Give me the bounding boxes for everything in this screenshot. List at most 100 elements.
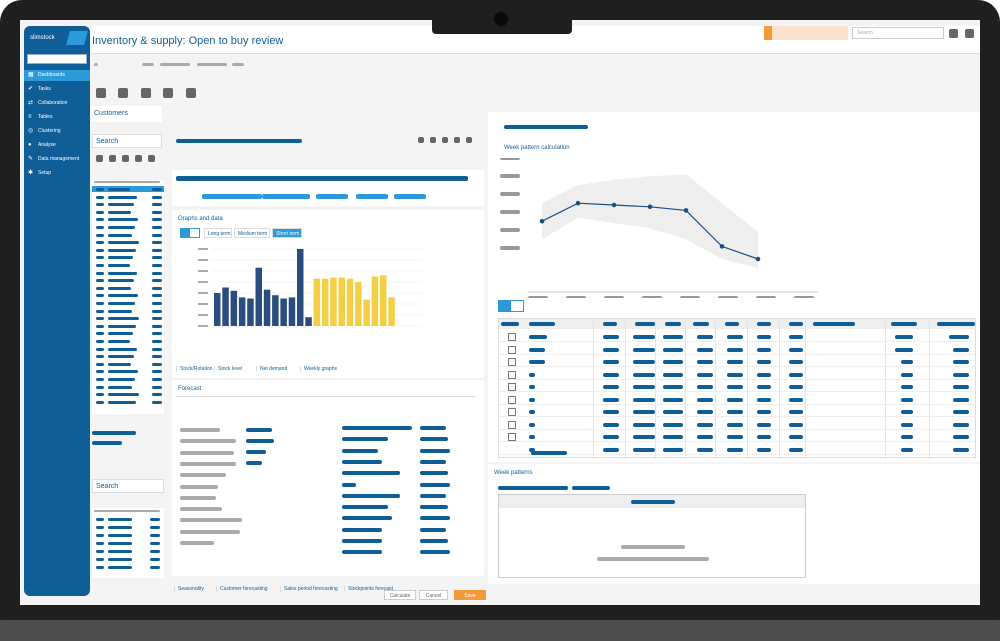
table-column-header[interactable] xyxy=(529,322,555,326)
panel-action-button[interactable] xyxy=(454,137,460,143)
panel-action-button[interactable] xyxy=(418,137,424,143)
view-toggle[interactable] xyxy=(180,228,200,238)
table-column-header[interactable] xyxy=(693,322,709,326)
pattern-tab[interactable] xyxy=(572,486,610,490)
link-customer-forecasting[interactable]: Customer forecasting xyxy=(216,586,268,592)
row-checkbox[interactable] xyxy=(508,333,516,341)
filter-button[interactable] xyxy=(135,155,142,162)
bar[interactable] xyxy=(330,277,337,326)
sidebar-item-clustering[interactable]: ◎ Clustering xyxy=(24,126,90,137)
bar[interactable] xyxy=(305,317,312,326)
bar[interactable] xyxy=(363,299,370,326)
user-icon[interactable] xyxy=(949,29,958,38)
bar[interactable] xyxy=(313,278,321,326)
sidebar-item-analyse[interactable]: ● Analyse xyxy=(24,140,90,151)
toolbar-button[interactable] xyxy=(163,88,173,98)
toolbar-button[interactable] xyxy=(141,88,151,98)
bar[interactable] xyxy=(280,298,287,327)
search-input[interactable]: Search xyxy=(92,134,162,148)
sidebar-item-collaboration[interactable]: ⇄ Collaboration xyxy=(24,98,90,109)
breadcrumb-item[interactable] xyxy=(142,63,154,66)
bar[interactable] xyxy=(288,297,296,326)
sidebar-item-tables[interactable]: ≡ Tables xyxy=(24,112,90,123)
bar[interactable] xyxy=(272,295,279,326)
sidebar-search-input[interactable] xyxy=(27,54,87,64)
row-checkbox[interactable] xyxy=(508,358,516,366)
filter-button[interactable] xyxy=(148,155,155,162)
tab-net-demand[interactable]: Net demand xyxy=(256,366,287,372)
filter-pill[interactable] xyxy=(262,194,310,199)
sidebar-item-data-management[interactable]: ✎ Data management xyxy=(24,154,90,165)
search-input-2[interactable]: Search xyxy=(92,479,164,493)
filter-button[interactable] xyxy=(122,155,129,162)
panel-action-button[interactable] xyxy=(442,137,448,143)
row-checkbox[interactable] xyxy=(508,370,516,379)
tab-short-term[interactable]: Short term xyxy=(272,228,302,238)
breadcrumb-item[interactable] xyxy=(160,63,190,66)
bar[interactable] xyxy=(338,277,346,326)
filter-pill[interactable] xyxy=(316,194,348,199)
table-column-header[interactable] xyxy=(891,322,917,326)
bar[interactable] xyxy=(238,297,246,326)
row-checkbox[interactable] xyxy=(508,420,516,429)
calculate-button[interactable]: Calculate xyxy=(384,590,416,600)
bar[interactable] xyxy=(321,278,329,326)
row-checkbox[interactable] xyxy=(508,408,516,416)
sidebar-item-tasks[interactable]: ✔ Tasks xyxy=(24,84,90,95)
table-column-header[interactable] xyxy=(813,322,855,326)
table-column-header[interactable] xyxy=(665,322,681,326)
filter-pill[interactable] xyxy=(394,194,426,199)
tab-medium-term[interactable]: Medium term xyxy=(234,228,270,238)
bar[interactable] xyxy=(263,289,271,326)
row-checkbox[interactable] xyxy=(508,433,516,441)
menu-icon[interactable] xyxy=(965,29,974,38)
table-column-header[interactable] xyxy=(789,322,803,326)
bar[interactable] xyxy=(388,297,395,326)
table-column-header[interactable] xyxy=(635,322,655,326)
breadcrumb-item[interactable] xyxy=(94,63,98,66)
bar[interactable] xyxy=(371,276,379,327)
bar[interactable] xyxy=(222,287,229,327)
table-column-header[interactable] xyxy=(937,322,975,326)
table-column-header[interactable] xyxy=(757,322,771,326)
save-button[interactable]: Save xyxy=(454,590,486,600)
bar[interactable] xyxy=(247,298,254,327)
toolbar-button[interactable] xyxy=(118,88,128,98)
toolbar-button[interactable] xyxy=(186,88,196,98)
table-column-header[interactable] xyxy=(501,322,519,326)
breadcrumb-item[interactable] xyxy=(232,63,244,66)
tab-stock-level[interactable]: Stock level xyxy=(214,366,242,372)
customers-field[interactable]: Customers xyxy=(90,106,162,122)
panel-action-button[interactable] xyxy=(430,137,436,143)
link-sales-period-forecasting[interactable]: Sales period forecasting xyxy=(280,586,338,592)
data-point[interactable] xyxy=(575,200,581,206)
bar[interactable] xyxy=(214,293,221,326)
data-point[interactable] xyxy=(539,218,545,224)
bar[interactable] xyxy=(355,282,362,326)
bar[interactable] xyxy=(230,290,238,326)
top-search-input[interactable]: Search xyxy=(852,27,944,39)
panel-action-button[interactable] xyxy=(466,137,472,143)
toolbar-button[interactable] xyxy=(96,88,106,98)
breadcrumb-item[interactable] xyxy=(197,63,227,66)
bar[interactable] xyxy=(346,278,354,326)
data-point[interactable] xyxy=(611,202,617,208)
tab-stock-rotation[interactable]: Stock/Rotation xyxy=(176,366,213,372)
notification-bar[interactable] xyxy=(764,26,848,40)
filter-button[interactable] xyxy=(109,155,116,162)
link-stockpoints-forecast[interactable]: Stockpoints forecast xyxy=(344,586,393,592)
bar[interactable] xyxy=(255,267,263,326)
filter-button[interactable] xyxy=(96,155,103,162)
row-checkbox[interactable] xyxy=(508,395,516,404)
row-checkbox[interactable] xyxy=(508,345,516,354)
row-checkbox[interactable] xyxy=(508,383,516,391)
link-seasonality[interactable]: Seasonality xyxy=(174,586,204,592)
data-point[interactable] xyxy=(683,208,689,213)
filter-pill[interactable] xyxy=(202,194,262,199)
data-point[interactable] xyxy=(755,256,761,262)
view-toggle[interactable] xyxy=(498,300,524,312)
bar[interactable] xyxy=(380,275,387,326)
pattern-tab[interactable] xyxy=(498,486,568,490)
table-column-header[interactable] xyxy=(603,322,617,326)
tab-weekly-graphs[interactable]: Weekly graphs xyxy=(300,366,337,372)
